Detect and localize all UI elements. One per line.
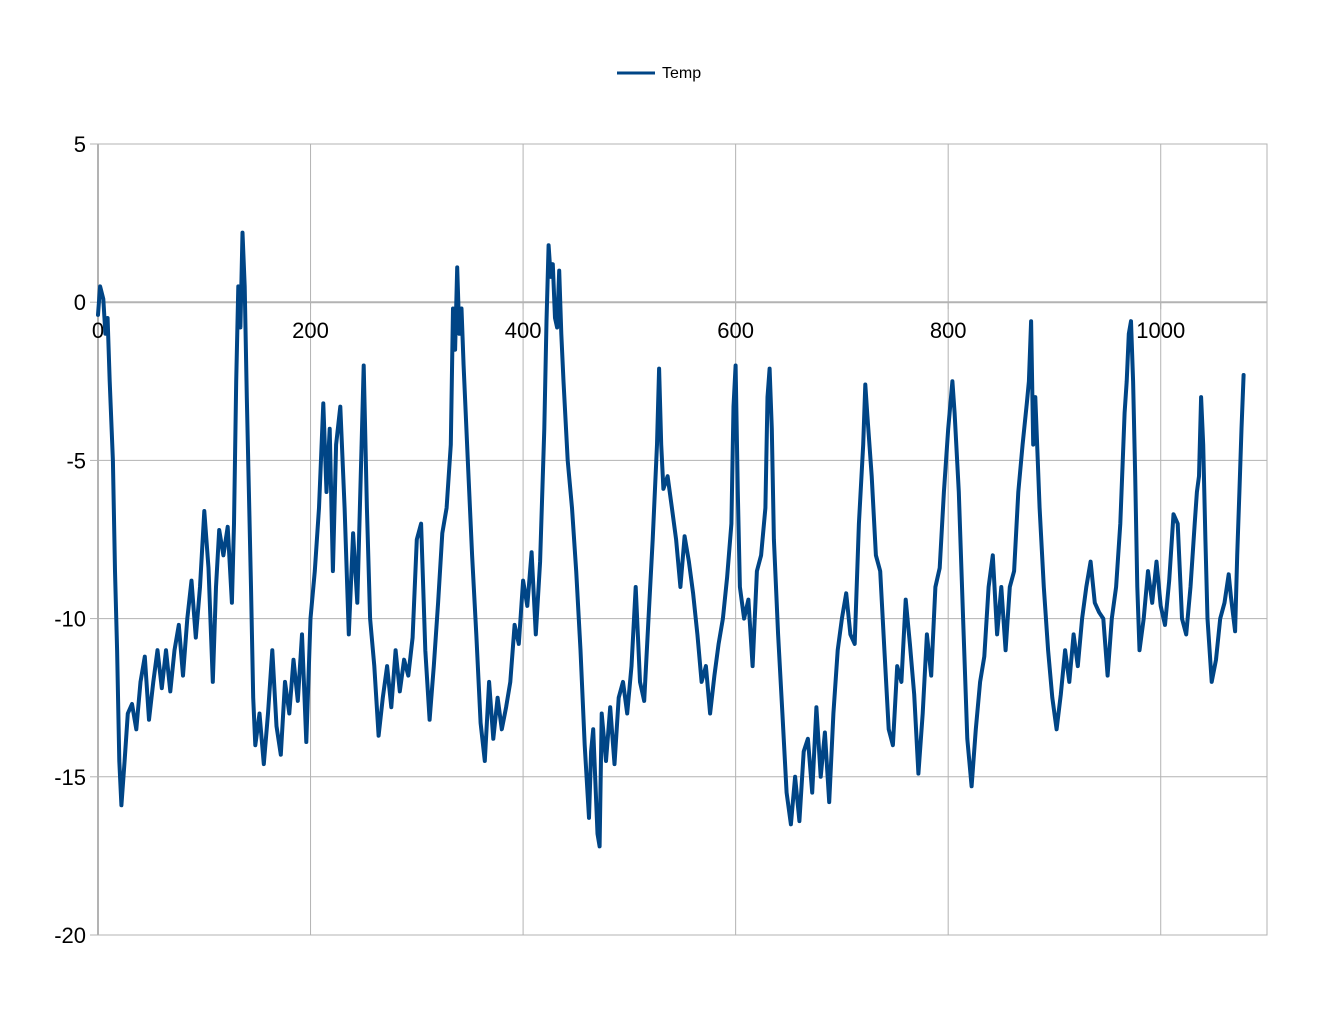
x-tick-label-0: 0 bbox=[92, 318, 104, 343]
y-tick-label-0: 5 bbox=[74, 132, 86, 157]
y-tick-label-5: -20 bbox=[54, 923, 86, 948]
y-tick-label-3: -10 bbox=[54, 607, 86, 632]
x-tick-label-3: 600 bbox=[717, 318, 754, 343]
y-tick-label-4: -15 bbox=[54, 765, 86, 790]
series-line-temp bbox=[96, 230, 1246, 849]
y-tick-label-1: 0 bbox=[74, 290, 86, 315]
series-group bbox=[96, 230, 1246, 849]
x-tick-label-2: 400 bbox=[505, 318, 542, 343]
y-axis: 5 0 -5 -10 -15 -20 bbox=[54, 132, 99, 948]
x-tick-label-5: 1000 bbox=[1136, 318, 1185, 343]
x-tick-label-4: 800 bbox=[930, 318, 967, 343]
legend: Temp bbox=[617, 65, 701, 82]
y-tick-label-2: -5 bbox=[66, 448, 86, 473]
x-tick-label-1: 200 bbox=[292, 318, 329, 343]
legend-label-temp: Temp bbox=[662, 65, 701, 82]
x-axis: 0 200 400 600 800 1000 bbox=[92, 318, 1185, 343]
